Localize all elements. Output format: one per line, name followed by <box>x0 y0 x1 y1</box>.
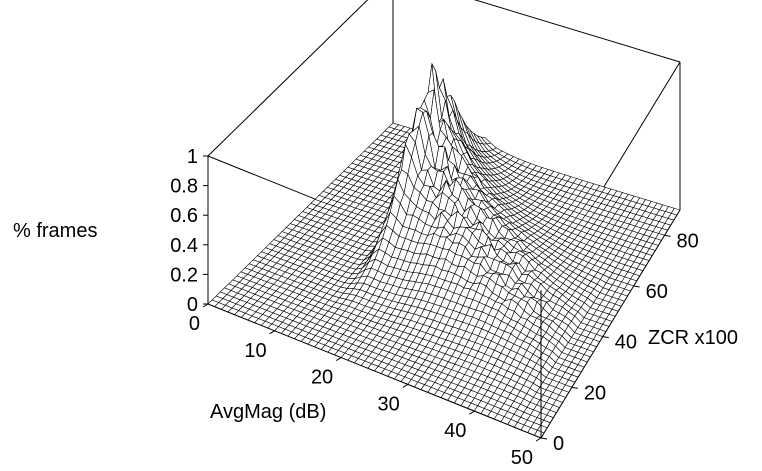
x-tick-mark <box>269 330 275 335</box>
y-axis-ticks: 0 20 40 60 80 <box>540 230 699 455</box>
x-tick-label: 40 <box>444 420 466 442</box>
x-tick-mark <box>535 437 542 442</box>
z-tick-label: 0.4 <box>170 235 198 257</box>
x-tick-label: 20 <box>311 367 333 389</box>
x-tick-mark <box>469 410 475 415</box>
x-tick-mark <box>402 383 409 388</box>
x-tick-label: 0 <box>189 313 200 335</box>
z-tick-label: 0.6 <box>170 205 198 227</box>
y-tick-mark <box>602 336 609 339</box>
x-axis-ticks: 0 10 20 30 40 50 <box>189 303 542 469</box>
y-tick-label: 80 <box>677 230 699 252</box>
x-tick-mark <box>335 357 342 362</box>
box-edge <box>540 209 681 439</box>
box-edge <box>473 0 681 63</box>
z-tick-label: 0.2 <box>170 264 198 286</box>
x-tick-label: 50 <box>511 447 533 466</box>
y-tick-label: 60 <box>646 281 668 303</box>
z-tick-label: 0 <box>187 294 198 316</box>
z-axis-label: % frames <box>13 220 97 242</box>
box-front-edges <box>207 209 681 439</box>
y-tick-label: 40 <box>615 332 637 354</box>
y-tick-mark <box>633 285 640 288</box>
x-tick-label: 30 <box>378 393 400 415</box>
x-axis-label: AvgMag (dB) <box>210 401 326 423</box>
z-tick-label: 0.8 <box>170 176 198 198</box>
y-tick-mark <box>571 386 578 389</box>
y-axis-label: ZCR x100 <box>648 327 738 349</box>
y-tick-label: 0 <box>553 433 564 455</box>
y-tick-label: 20 <box>584 382 606 404</box>
y-tick-mark <box>664 234 671 237</box>
surface-mesh <box>207 62 681 439</box>
box-edge <box>207 303 542 439</box>
y-tick-mark <box>540 437 548 440</box>
box-edge <box>207 0 369 157</box>
z-tick-label: 1 <box>187 146 198 168</box>
z-axis-ticks: 0 0.2 0.4 0.6 0.8 1 <box>170 146 208 316</box>
x-tick-label: 10 <box>244 340 266 362</box>
